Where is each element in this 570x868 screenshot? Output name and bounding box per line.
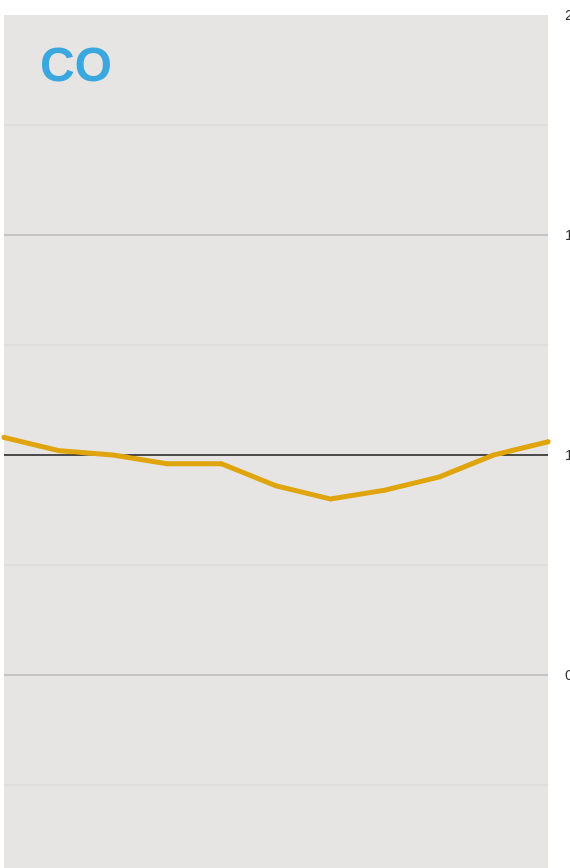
data-point [55, 448, 61, 454]
data-point [436, 474, 442, 480]
y-tick-label: 2 [565, 7, 570, 24]
chart-title: CO [40, 39, 112, 92]
data-point [110, 452, 116, 458]
y-tick-label: 1 [565, 227, 570, 244]
y-tick-label: 1 [565, 447, 570, 464]
series-line [1, 434, 551, 502]
data-point [1, 434, 7, 440]
data-point [545, 439, 551, 445]
data-point [327, 496, 333, 502]
data-point [219, 461, 225, 467]
y-tick-label: 0 [565, 667, 570, 684]
data-point [273, 483, 279, 489]
data-point [491, 452, 497, 458]
data-point [382, 487, 388, 493]
plot-area [4, 15, 548, 868]
data-point [164, 461, 170, 467]
